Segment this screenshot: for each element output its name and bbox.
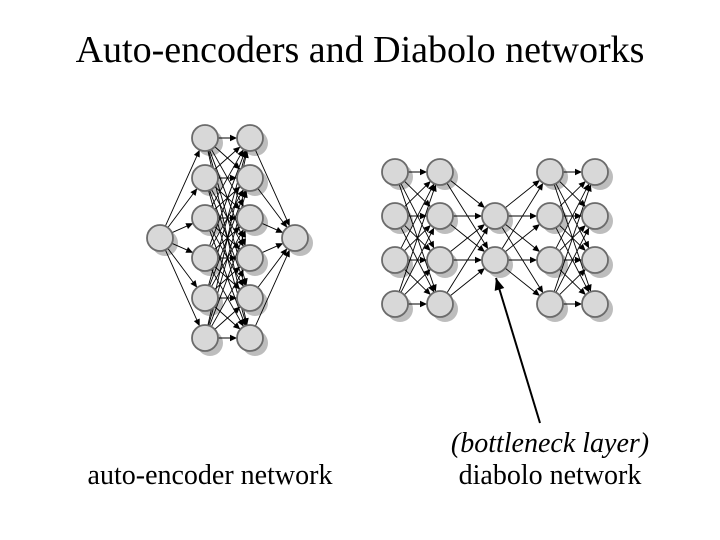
diabolo-node-L1-3 xyxy=(427,291,453,317)
diabolo-node-L4-3 xyxy=(582,291,608,317)
autoencoder-node-L2-4 xyxy=(237,285,263,311)
edge-arrowhead xyxy=(190,280,197,288)
diabolo-node-L0-0 xyxy=(382,159,408,185)
autoencoder-node-L1-4 xyxy=(192,285,218,311)
edge-arrowhead xyxy=(420,169,427,175)
autoencoder-node-L2-2 xyxy=(237,205,263,231)
edge-arrowhead xyxy=(190,188,197,196)
edge-arrowhead xyxy=(530,257,537,263)
autoencoder-node-L2-0 xyxy=(237,125,263,151)
edge-arrowhead xyxy=(532,224,539,231)
diabolo-node-L0-1 xyxy=(382,203,408,229)
diabolo-node-L1-2 xyxy=(427,247,453,273)
diabolo-node-L3-0 xyxy=(537,159,563,185)
edge-arrowhead xyxy=(575,169,582,175)
caption-diabolo: diabolo network xyxy=(420,460,680,492)
autoencoder-node-L0-0 xyxy=(147,225,173,251)
diabolo-node-L4-2 xyxy=(582,247,608,273)
diabolo-node-L1-1 xyxy=(427,203,453,229)
diabolo-node-L0-2 xyxy=(382,247,408,273)
diabolo-node-L2-0 xyxy=(482,203,508,229)
autoencoder-node-L1-2 xyxy=(192,205,218,231)
edge-arrowhead xyxy=(230,135,237,141)
diabolo-node-L3-3 xyxy=(537,291,563,317)
networks-diagram xyxy=(40,78,680,458)
diabolo-node-L0-3 xyxy=(382,291,408,317)
caption-bottleneck: (bottleneck layer) xyxy=(420,428,680,460)
edge-arrowhead xyxy=(475,213,482,219)
autoencoder-node-L2-1 xyxy=(237,165,263,191)
diabolo-node-L4-0 xyxy=(582,159,608,185)
diabolo-node-L3-1 xyxy=(537,203,563,229)
autoencoder-node-L1-3 xyxy=(192,245,218,271)
edge-arrowhead xyxy=(477,268,484,275)
diabolo-node-L3-2 xyxy=(537,247,563,273)
diabolo-node-L1-0 xyxy=(427,159,453,185)
caption-autoencoder: auto-encoder network xyxy=(70,460,350,492)
slide-title: Auto-encoders and Diabolo networks xyxy=(0,28,720,72)
edge-arrowhead xyxy=(420,301,427,307)
autoencoder-node-L2-3 xyxy=(237,245,263,271)
edge-arrowhead xyxy=(477,201,484,208)
diabolo-node-L2-1 xyxy=(482,247,508,273)
autoencoder-node-L3-0 xyxy=(282,225,308,251)
diabolo-node-L4-1 xyxy=(582,203,608,229)
edge-arrowhead xyxy=(230,335,237,341)
autoencoder-node-L2-5 xyxy=(237,325,263,351)
autoencoder-node-L1-5 xyxy=(192,325,218,351)
autoencoder-node-L1-0 xyxy=(192,125,218,151)
edge-arrowhead xyxy=(475,257,482,263)
edge-arrowhead xyxy=(530,213,537,219)
edge-arrowhead xyxy=(532,245,539,252)
bottleneck-pointer xyxy=(496,278,540,423)
bottleneck-pointer-arrowhead xyxy=(495,278,505,291)
autoencoder-node-L1-1 xyxy=(192,165,218,191)
edge-arrowhead xyxy=(575,301,582,307)
